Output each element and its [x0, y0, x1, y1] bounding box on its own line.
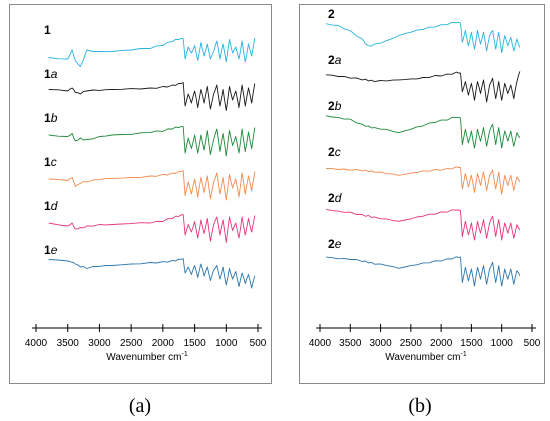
trace-1a	[48, 82, 256, 111]
trace-2	[325, 21, 521, 54]
trace-label-1: 1	[44, 23, 51, 37]
trace-label-2e: 2e	[328, 237, 342, 251]
trace-1	[48, 37, 256, 67]
x-tick-label-a-500: 500	[250, 338, 267, 349]
trace-1d	[48, 214, 256, 243]
trace-1b	[48, 126, 256, 157]
trace-label-2d: 2d	[328, 191, 342, 205]
x-tick-label-b-1000: 1000	[491, 338, 514, 349]
trace-label-1a: 1a	[44, 67, 58, 81]
trace-2d	[326, 208, 521, 241]
panel-b-frame	[299, 4, 545, 384]
x-tick-label-a-1000: 1000	[215, 338, 238, 349]
x-tick-label-b-500: 500	[524, 338, 541, 349]
panel-b-chart: 4000 3500 3000 2500 2000 1500 1000 500 Wavenumbe…	[309, 7, 541, 363]
trace-label-1b: 1b	[44, 111, 58, 125]
x-tick-label-b-2500: 2500	[400, 338, 423, 349]
trace-label-1d: 1d	[44, 199, 58, 213]
trace-label-1e: 1e	[44, 243, 58, 257]
x-tick-label-b-3000: 3000	[369, 338, 392, 349]
trace-2c	[326, 166, 521, 195]
trace-1e	[48, 258, 256, 289]
x-tick-label-b-1500: 1500	[460, 338, 483, 349]
trace-label-2a: 2a	[328, 53, 342, 67]
x-tick-label-a-3000: 3000	[88, 338, 111, 349]
trace-label-2b: 2b	[328, 99, 342, 113]
x-tick-label-a-4000: 4000	[25, 338, 48, 349]
x-axis-title-b: Wavenumber cm-1	[385, 351, 467, 363]
trace-label-2: 2	[328, 7, 335, 21]
x-tick-label-b-2000: 2000	[430, 338, 453, 349]
x-tick-label-b-3500: 3500	[339, 338, 362, 349]
panel-a-caption: (a)	[129, 395, 151, 417]
trace-label-1c: 1c	[44, 155, 57, 169]
panel-a-frame	[9, 4, 272, 384]
x-tick-label-a-2000: 2000	[152, 338, 175, 349]
x-tick-label-b-4000: 4000	[309, 338, 332, 349]
trace-1c	[48, 170, 256, 201]
trace-label-2c: 2c	[328, 145, 341, 159]
trace-2b	[326, 115, 521, 149]
x-axis-title-a: Wavenumber cm-1	[106, 351, 188, 363]
x-tick-label-a-2500: 2500	[120, 338, 143, 349]
panel-a-chart: 4000 3500 3000 2500 2000 1500 1000 500 Wavenumbe…	[25, 23, 267, 363]
x-tick-label-a-1500: 1500	[183, 338, 206, 349]
panel-b-caption: (b)	[408, 395, 431, 417]
trace-2a	[326, 71, 521, 103]
x-tick-label-a-3500: 3500	[57, 338, 80, 349]
trace-2e	[326, 256, 521, 287]
